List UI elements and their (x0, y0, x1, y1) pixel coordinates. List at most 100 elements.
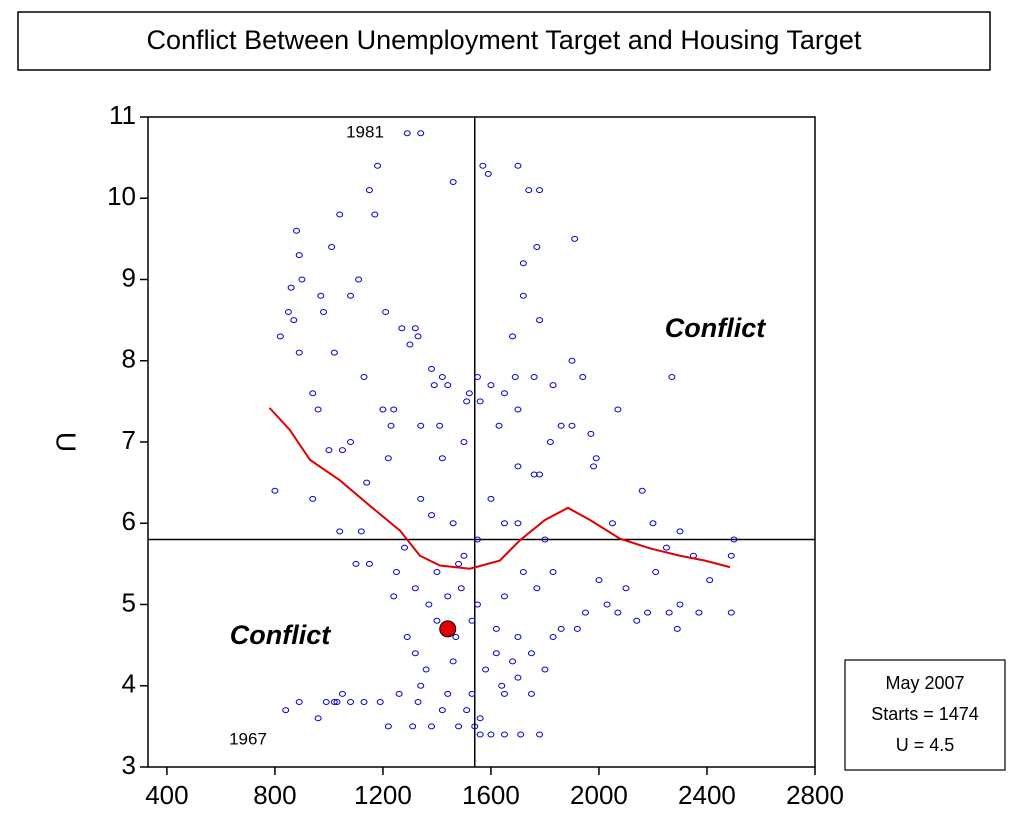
point (541, 536, 549, 543)
point (449, 520, 457, 527)
highlight-point (439, 620, 457, 638)
point (514, 463, 522, 470)
point (590, 463, 598, 470)
point (382, 309, 390, 315)
point (325, 447, 333, 454)
point (533, 585, 541, 592)
point (384, 723, 392, 730)
point (422, 666, 430, 673)
point (557, 422, 565, 429)
point (317, 292, 325, 299)
point (549, 569, 557, 575)
point (363, 479, 371, 486)
point (530, 374, 538, 380)
point (514, 162, 522, 169)
point (414, 333, 422, 340)
point (592, 455, 600, 462)
point (614, 406, 622, 413)
y-tick-label: 10 (107, 181, 136, 211)
smooth-line (268, 407, 731, 570)
point (568, 357, 576, 364)
point (314, 406, 322, 413)
point (330, 699, 338, 705)
point (571, 235, 579, 242)
point (652, 569, 660, 575)
point (519, 260, 527, 267)
x-tick-label: 400 (145, 780, 188, 810)
annotation: 1981 (346, 122, 384, 141)
point (287, 284, 295, 291)
point (500, 690, 508, 697)
point (444, 690, 452, 697)
point (433, 617, 441, 624)
point (430, 382, 438, 389)
point (465, 390, 473, 397)
point (495, 422, 503, 429)
title-box (17, 11, 991, 71)
point (509, 333, 517, 340)
point (271, 487, 279, 494)
point (282, 707, 290, 714)
point (371, 211, 379, 218)
point (468, 690, 476, 697)
point (514, 520, 522, 527)
point (557, 625, 565, 632)
point (379, 406, 387, 413)
point (290, 317, 298, 324)
point (276, 333, 284, 340)
point (573, 625, 581, 632)
point (536, 317, 544, 324)
point (473, 374, 481, 380)
point (519, 292, 527, 299)
y-tick-label: 3 (122, 750, 136, 780)
point (676, 601, 684, 608)
y-tick-label: 9 (122, 262, 136, 292)
point (581, 609, 589, 616)
annotation: 1967 (229, 729, 267, 748)
point (398, 325, 406, 332)
point (500, 390, 508, 397)
point (401, 544, 409, 551)
x-tick-label: 2400 (678, 780, 736, 810)
point (392, 569, 400, 575)
point (360, 374, 368, 380)
point (727, 609, 735, 616)
point (417, 682, 425, 689)
point (347, 292, 355, 299)
point (333, 699, 341, 705)
point (649, 520, 657, 527)
point (514, 406, 522, 413)
point (438, 455, 446, 462)
point (549, 382, 557, 389)
point (500, 731, 508, 738)
point (320, 309, 328, 315)
y-tick-label: 6 (122, 506, 136, 536)
point (517, 731, 525, 738)
point (436, 422, 444, 429)
point (395, 690, 403, 697)
point (444, 593, 452, 600)
point (352, 560, 360, 567)
point (376, 699, 384, 705)
point (476, 715, 484, 722)
y-tick-label: 11 (109, 100, 136, 130)
point (293, 227, 301, 234)
annotation: Conflict (665, 313, 766, 343)
point (468, 617, 476, 624)
point (476, 731, 484, 738)
point (473, 536, 481, 543)
point (536, 731, 544, 738)
point (428, 512, 436, 519)
point (338, 447, 346, 454)
point (498, 682, 506, 689)
point (460, 439, 468, 445)
point (347, 699, 355, 705)
point (309, 390, 317, 397)
point (549, 634, 557, 640)
point (511, 374, 519, 380)
point (295, 252, 303, 259)
plot-frame (147, 116, 816, 768)
point (460, 552, 468, 559)
point (644, 609, 652, 616)
